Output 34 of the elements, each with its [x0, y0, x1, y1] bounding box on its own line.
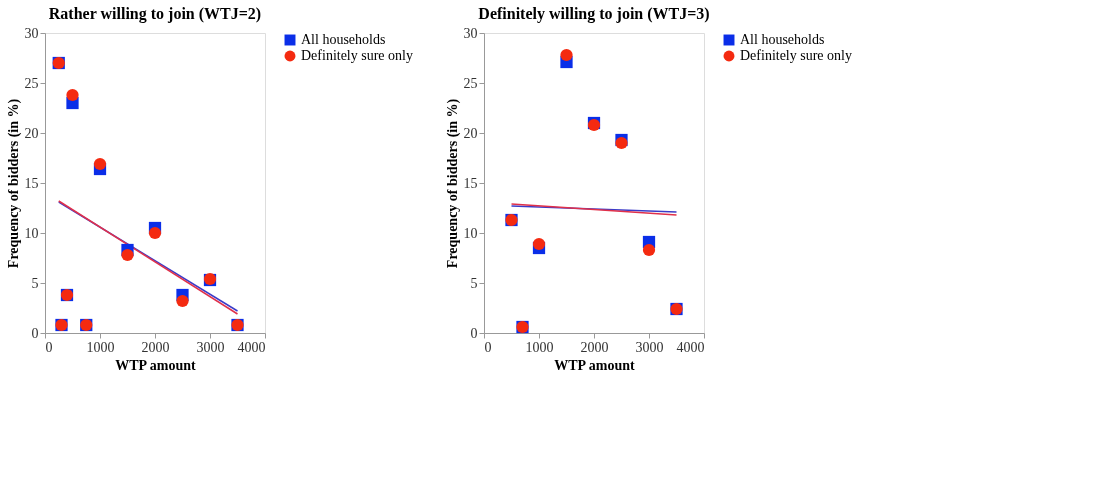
y-tick-label: 20 [24, 125, 39, 141]
x-tick-label: 0 [45, 339, 53, 355]
y-tick-label: 5 [31, 275, 39, 291]
x-tick-label: 0 [484, 339, 492, 355]
x-tick-label: 1000 [525, 339, 554, 355]
legend-label: All households [301, 32, 386, 47]
y-tick-label: 30 [463, 25, 478, 41]
y-tick-label: 0 [470, 325, 478, 341]
chart-title: Definitely willing to join (WTJ=3) [478, 5, 710, 23]
x-axis-title: WTP amount [115, 357, 197, 373]
x-tick-label: 3000 [635, 339, 664, 355]
y-tick-label: 5 [470, 275, 478, 291]
y-tick-label: 10 [463, 225, 478, 241]
x-tick-label: 3000 [196, 339, 225, 355]
x-axis-title: WTP amount [554, 357, 636, 373]
chart-title: Rather willing to join (WTJ=2) [48, 5, 262, 23]
y-tick-label: 0 [31, 325, 39, 341]
x-tick-label: 2000 [580, 339, 609, 355]
y-axis-title: Frequency of bidders (in %) [444, 98, 461, 269]
x-tick-label: 4000 [676, 339, 705, 355]
y-tick-label: 15 [463, 175, 478, 191]
y-tick-label: 15 [24, 175, 39, 191]
y-tick-label: 20 [463, 125, 478, 141]
x-tick-label: 4000 [237, 339, 266, 355]
x-tick-label: 1000 [86, 339, 115, 355]
x-tick-label: 2000 [141, 339, 170, 355]
legend-label: Definitely sure only [301, 48, 413, 63]
y-axis-title: Frequency of bidders (in %) [5, 98, 22, 269]
y-tick-label: 25 [24, 75, 39, 91]
y-tick-label: 30 [24, 25, 39, 41]
y-tick-label: 25 [463, 75, 478, 91]
y-tick-label: 10 [24, 225, 39, 241]
legend-label: All households [740, 32, 825, 47]
legend-label: Definitely sure only [740, 48, 852, 63]
